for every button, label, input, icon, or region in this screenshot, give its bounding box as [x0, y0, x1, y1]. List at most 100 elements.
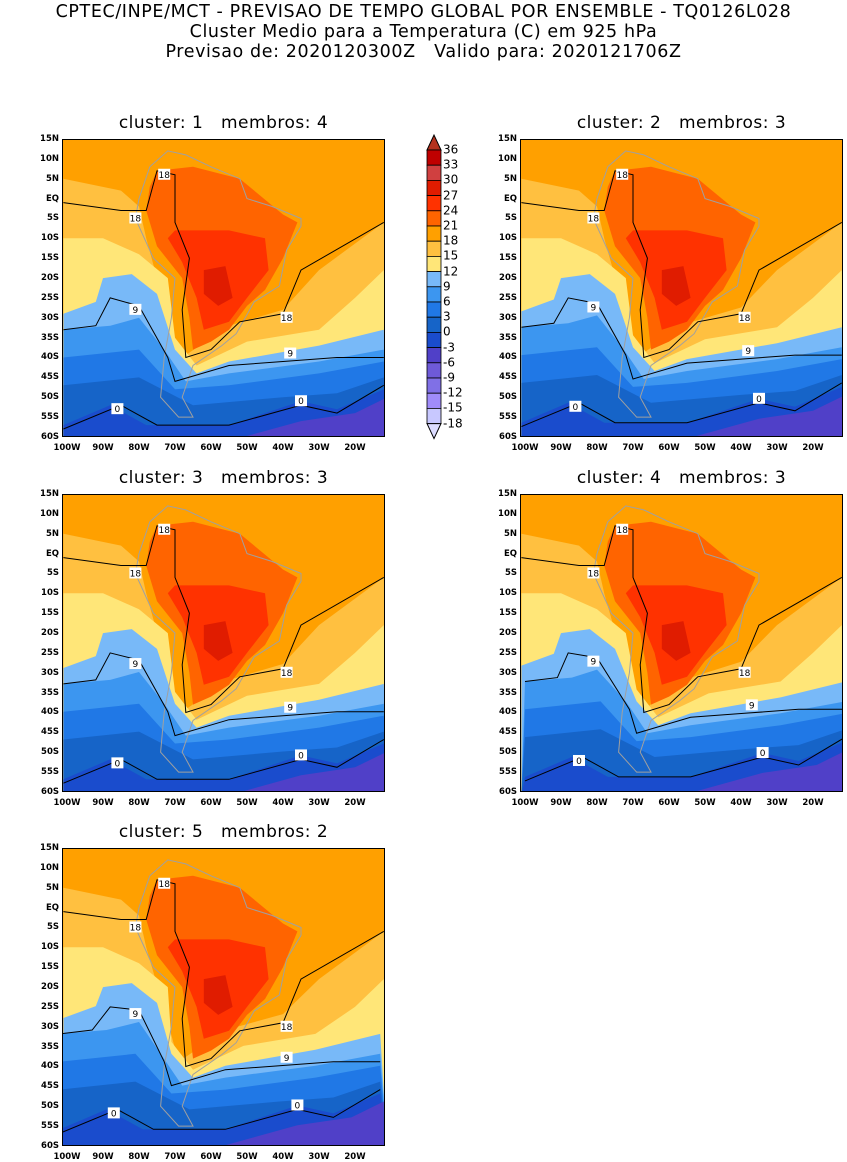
lon-tick-label: 90W — [550, 443, 572, 453]
contour-label-text: 18 — [158, 171, 170, 181]
lat-tick-label: 30S — [41, 1021, 59, 1032]
colorbar-segment — [426, 362, 442, 379]
lat-tick-label: 10S — [41, 588, 59, 599]
colorbar-label: 36 — [443, 142, 459, 157]
lat-tick-label: 30S — [41, 312, 59, 323]
lat-tick-label: 35S — [499, 687, 517, 698]
colorbar-label: 30 — [443, 172, 459, 187]
contour-label: 18 — [129, 212, 142, 224]
lat-tick-label: 40S — [499, 707, 517, 718]
lat-tick-label: 35S — [499, 332, 517, 343]
lat-tick-label: 10N — [40, 508, 59, 519]
contour-label: 9 — [129, 658, 142, 670]
contour-label: 9 — [587, 655, 600, 668]
contour-label-box — [756, 747, 769, 759]
lat-tick-label: 40S — [499, 352, 517, 363]
lon-tick-label: 50W — [236, 443, 258, 453]
lon-tick-label: 60W — [658, 798, 680, 808]
contour-label-text: 0 — [115, 759, 121, 769]
band-27-30 — [661, 266, 691, 306]
lon-tick-label: 80W — [128, 443, 150, 453]
colorbar-segment — [426, 225, 442, 242]
lat-tick-label: 50S — [41, 1101, 59, 1112]
contour-label-box — [295, 749, 307, 761]
contour-line — [63, 1006, 381, 1087]
temperature-map: 18 18 18 9 9 0 0 — [521, 140, 842, 436]
contour-label: 9 — [284, 347, 297, 360]
lat-tick-label: 25S — [41, 292, 59, 303]
figure-title-line-1: CPTEC/INPE/MCT - PREVISAO DE TEMPO GLOBA… — [55, 2, 792, 22]
lat-tick-label: 10S — [41, 942, 59, 953]
colorbar-segment — [426, 316, 442, 333]
contour-label-box — [738, 666, 751, 678]
contour-label: 0 — [107, 1107, 120, 1119]
lon-tick-label: 50W — [236, 1152, 258, 1162]
lat-tick-label: 5N — [45, 882, 59, 893]
contour-label-box — [111, 403, 124, 415]
colorbar-segment — [426, 210, 442, 227]
band-minus6-minus3 — [226, 1101, 384, 1145]
contour-label: 18 — [616, 168, 629, 181]
lat-tick-label: EQ — [45, 902, 59, 913]
lat-tick-label: 60S — [41, 1140, 59, 1151]
lat-tick-label: 10S — [499, 588, 517, 599]
contour-label-text: 18 — [588, 569, 600, 579]
panel-title: cluster: 4 membros: 3 — [576, 468, 787, 488]
lon-tick-label: 100W — [53, 443, 81, 453]
contour-label: 18 — [738, 311, 751, 324]
lon-tick-label: 50W — [236, 798, 258, 808]
lon-tick-label: 90W — [92, 443, 114, 453]
band-minus6-minus3 — [696, 396, 842, 436]
contour-label: 9 — [587, 301, 600, 313]
colorbar-segment — [426, 377, 442, 394]
figure-title-line-2: Cluster Medio para a Temperatura (C) em … — [189, 22, 658, 42]
contour-label: 9 — [129, 303, 142, 316]
contour-label: 18 — [158, 877, 171, 890]
contour-label-box — [158, 877, 171, 889]
contour-label-box — [745, 699, 758, 711]
contour-label-box — [616, 168, 629, 180]
panel-title: cluster: 5 membros: 2 — [118, 822, 329, 842]
map-panel-cluster-4: cluster: 4 membros: 3 18 18 18 9 9 0 0 15N 10N 5N E… — [498, 468, 843, 808]
lon-tick-label: 100W — [53, 1152, 81, 1162]
contour-label-text: 18 — [281, 1023, 293, 1033]
colorbar-upper-triangle — [426, 133, 442, 151]
lat-tick-label: 15S — [41, 608, 59, 619]
lon-tick-label: 20W — [802, 798, 824, 808]
contour-line — [63, 297, 384, 383]
colorbar-segment — [426, 301, 442, 318]
colorbar-label: 0 — [443, 324, 451, 339]
lat-tick-label: 20S — [41, 273, 59, 284]
lat-tick-label: 40S — [41, 352, 59, 363]
band-27-30 — [203, 621, 233, 661]
temperature-map: 18 18 18 9 9 0 0 — [63, 495, 384, 791]
lat-tick-label: 10S — [499, 233, 517, 244]
contour-label-box — [569, 400, 582, 412]
contour-label-text: 18 — [281, 314, 293, 324]
lat-tick-label: 60S — [41, 431, 59, 442]
map-panel-cluster-1: cluster: 1 membros: 4 18 18 18 9 9 0 0 15N 10N 5N E… — [40, 113, 385, 453]
contour-label-text: 18 — [281, 669, 293, 679]
contour-label: 0 — [295, 749, 307, 761]
colorbar-label: 9 — [443, 279, 451, 294]
coastline — [592, 150, 760, 418]
lat-tick-label: 45S — [499, 372, 517, 383]
lat-tick-label: 5S — [504, 568, 517, 579]
contour-line — [521, 297, 842, 380]
contour-label: 18 — [616, 523, 629, 536]
lon-tick-label: 20W — [344, 443, 366, 453]
contour-label-box — [587, 655, 600, 667]
lat-tick-label: 25S — [41, 647, 59, 658]
contour-label-text: 18 — [739, 669, 751, 679]
temperature-map: 18 18 18 9 9 0 0 — [521, 495, 842, 791]
colorbar-label: 24 — [443, 203, 459, 218]
lon-tick-label: 100W — [53, 798, 81, 808]
lon-tick-label: 70W — [164, 443, 186, 453]
colorbar-label: 21 — [443, 218, 459, 233]
contour-label-text: 9 — [133, 660, 139, 670]
contour-label-box — [742, 345, 755, 357]
map-frame: 18 18 18 9 9 0 0 — [62, 494, 385, 792]
contour-label-box — [587, 301, 600, 313]
colorbar-label: -9 — [443, 370, 455, 385]
contour-label: 0 — [291, 1099, 304, 1111]
